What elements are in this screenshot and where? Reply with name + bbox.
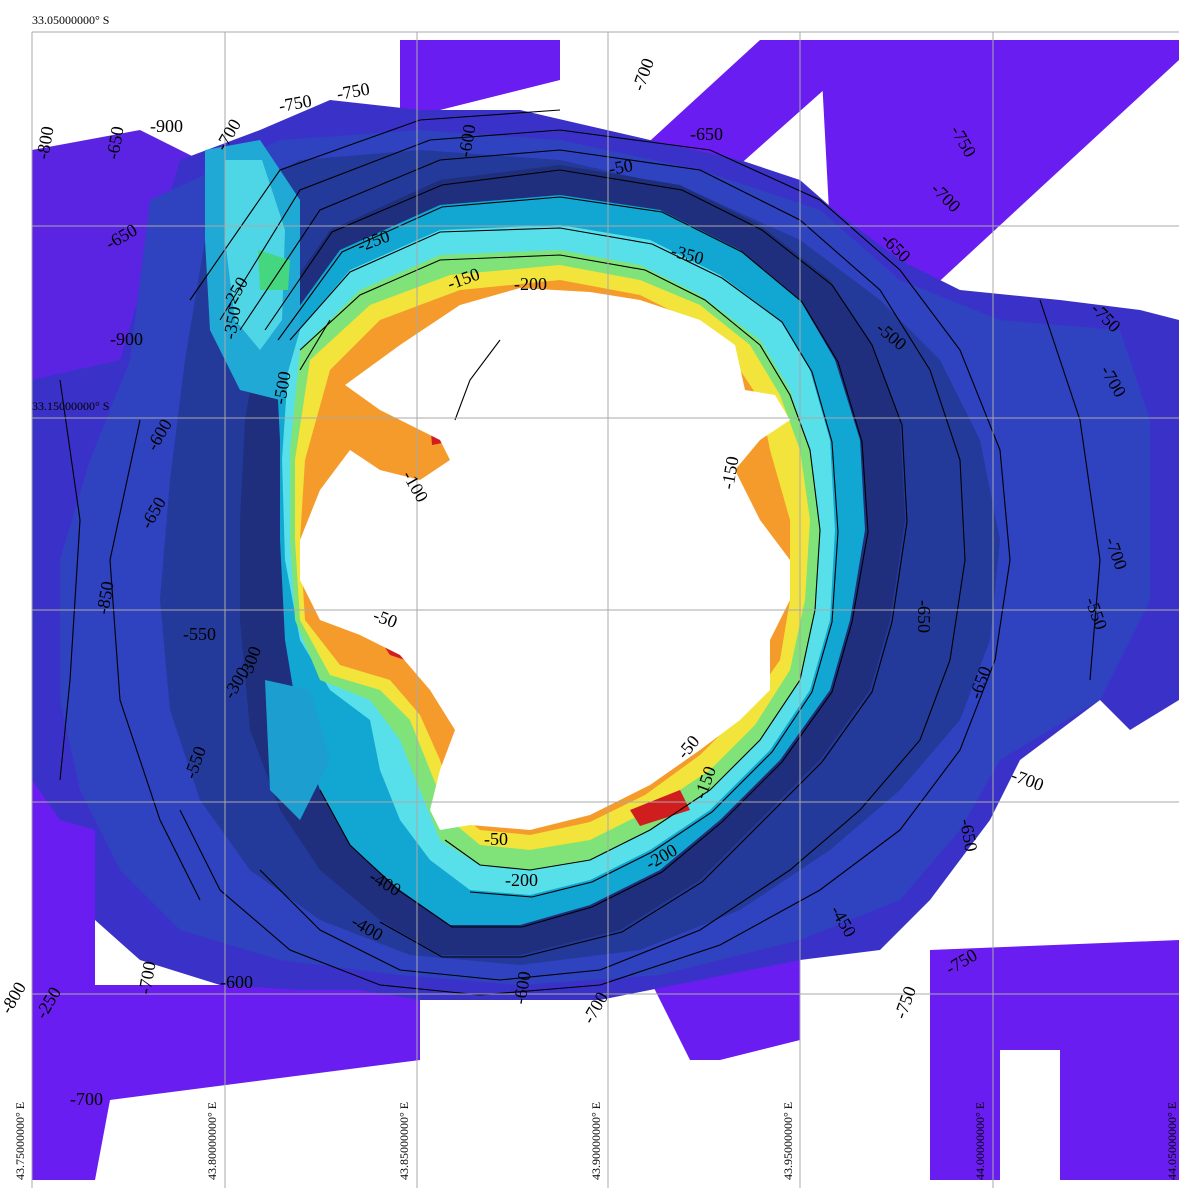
- longitude-label-0: 43.75000000° E: [13, 1102, 27, 1180]
- depth-label: -700: [1009, 765, 1047, 795]
- depth-label: -600: [220, 972, 253, 992]
- longitude-label-1: 43.80000000° E: [205, 1102, 219, 1180]
- depth-label: -50: [607, 155, 634, 179]
- depth-label: -200: [505, 870, 538, 890]
- strip-bottom-left: [32, 985, 420, 1180]
- depth-label: -650: [914, 600, 934, 633]
- latitude-labels: 33.05000000° S 33.15000000° S: [32, 13, 109, 413]
- longitude-label-6: 44.05000000° E: [1165, 1102, 1179, 1180]
- longitude-label-4: 43.95000000° E: [781, 1102, 795, 1180]
- depth-label: -900: [150, 116, 183, 136]
- depth-label: -700: [628, 56, 658, 94]
- western-ridge: [205, 140, 330, 820]
- rim-red-patch-4: [630, 790, 690, 826]
- depth-label: -600: [509, 970, 534, 1006]
- strip-top-left: [400, 40, 560, 110]
- depth-label: -750: [890, 984, 920, 1022]
- latitude-label-1: 33.15000000° S: [32, 399, 109, 413]
- depth-label: -800: [0, 978, 30, 1017]
- longitude-label-5: 44.00000000° E: [973, 1102, 987, 1180]
- depth-label: -200: [514, 274, 547, 294]
- strip-bottom-right-a: [930, 940, 1179, 1180]
- depth-label: -700: [70, 1089, 103, 1109]
- latitude-label-0: 33.05000000° S: [32, 13, 109, 27]
- depth-label: -650: [690, 124, 723, 144]
- depth-label: -550: [183, 624, 216, 644]
- longitude-label-3: 43.90000000° E: [589, 1102, 603, 1180]
- longitude-label-2: 43.85000000° E: [397, 1102, 411, 1180]
- longitude-labels: 43.75000000° E 43.80000000° E 43.8500000…: [13, 1102, 1179, 1180]
- coordinate-grid: [31, 31, 1179, 1188]
- depth-label: -50: [484, 829, 508, 849]
- strip-top-right-diagonal: [880, 40, 1179, 290]
- strip-bottom-middle: [640, 960, 800, 1060]
- caldera-interior: [300, 288, 790, 830]
- contour-lines: [59, 109, 1101, 996]
- strip-bottom-right-b: [1060, 1050, 1179, 1180]
- depth-label: -750: [335, 79, 371, 104]
- depth-label: -900: [110, 329, 143, 349]
